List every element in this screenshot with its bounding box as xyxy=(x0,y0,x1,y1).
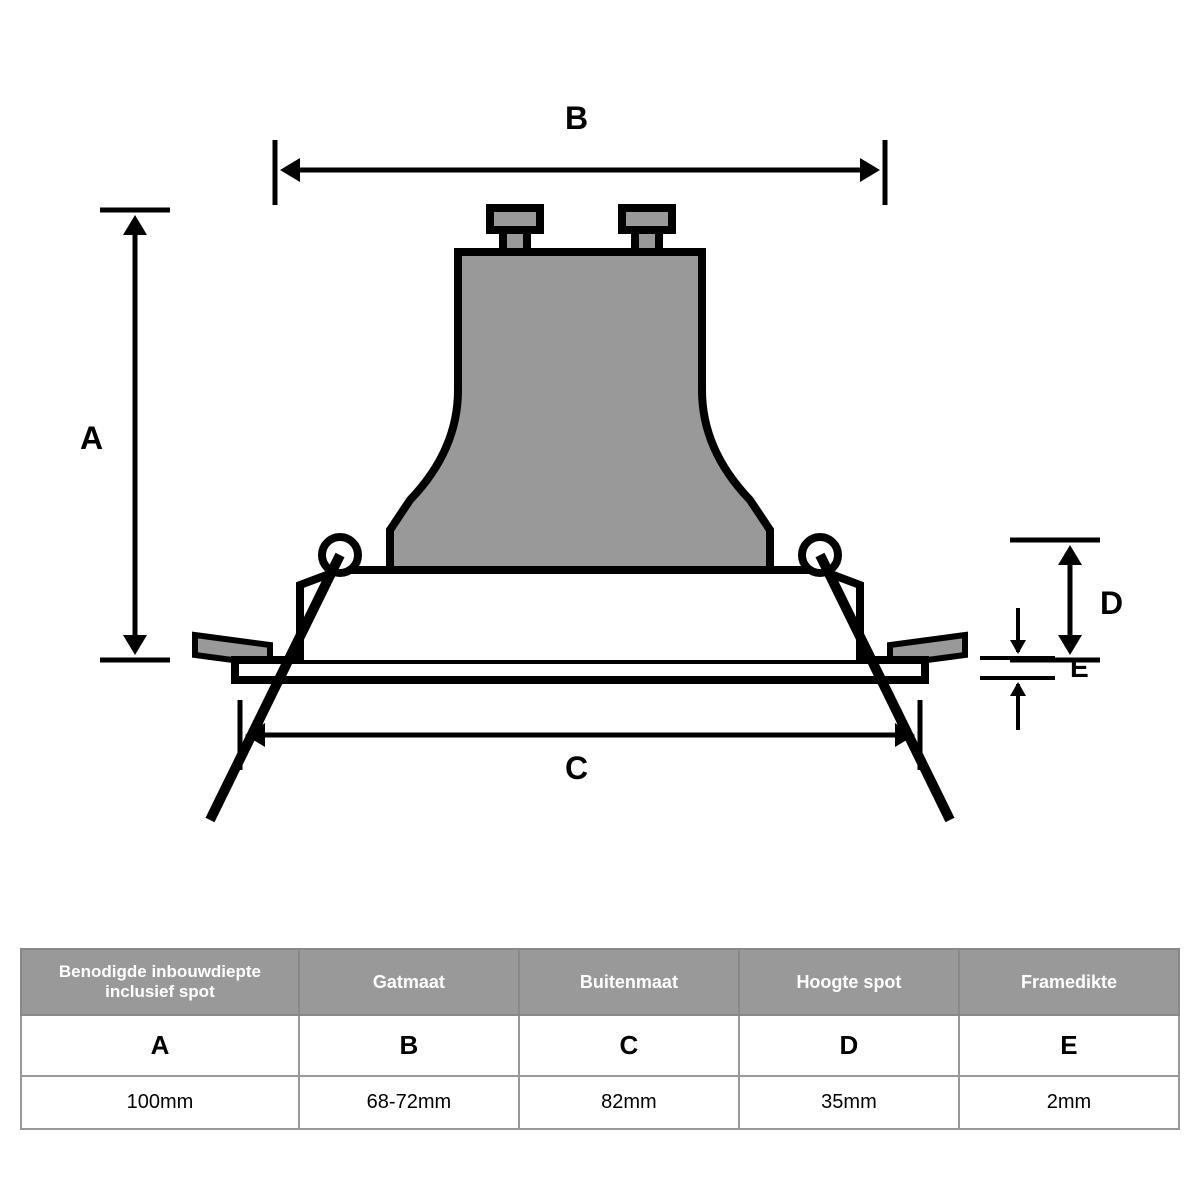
col-header-e: Framedikte xyxy=(959,949,1179,1015)
col-header-a: Benodigde inbouwdiepte inclusief spot xyxy=(21,949,299,1015)
table-header-row: Benodigde inbouwdiepte inclusief spot Ga… xyxy=(21,949,1179,1015)
dim-b xyxy=(275,140,885,205)
drawing-svg xyxy=(40,40,1160,900)
technical-drawing: B A C D E xyxy=(40,40,1160,900)
cell-letter-b: B xyxy=(299,1015,519,1076)
cell-value-b: 68-72mm xyxy=(299,1076,519,1129)
cell-value-a: 100mm xyxy=(21,1076,299,1129)
label-e: E xyxy=(1070,652,1089,684)
table-letter-row: A B C D E xyxy=(21,1015,1179,1076)
cell-letter-a: A xyxy=(21,1015,299,1076)
table-value-row: 100mm 68-72mm 82mm 35mm 2mm xyxy=(21,1076,1179,1129)
cell-value-d: 35mm xyxy=(739,1076,959,1129)
label-b: B xyxy=(565,100,588,137)
dimensions-table: Benodigde inbouwdiepte inclusief spot Ga… xyxy=(20,948,1180,1130)
label-c: C xyxy=(565,750,588,787)
dim-a xyxy=(100,210,170,660)
col-header-c: Buitenmaat xyxy=(519,949,739,1015)
label-a: A xyxy=(80,420,103,457)
dim-e xyxy=(980,608,1055,730)
cell-letter-e: E xyxy=(959,1015,1179,1076)
col-header-b: Gatmaat xyxy=(299,949,519,1015)
cell-value-c: 82mm xyxy=(519,1076,739,1129)
cell-value-e: 2mm xyxy=(959,1076,1179,1129)
cell-letter-d: D xyxy=(739,1015,959,1076)
col-header-d: Hoogte spot xyxy=(739,949,959,1015)
bulb xyxy=(390,208,770,570)
label-d: D xyxy=(1100,585,1123,622)
cell-letter-c: C xyxy=(519,1015,739,1076)
